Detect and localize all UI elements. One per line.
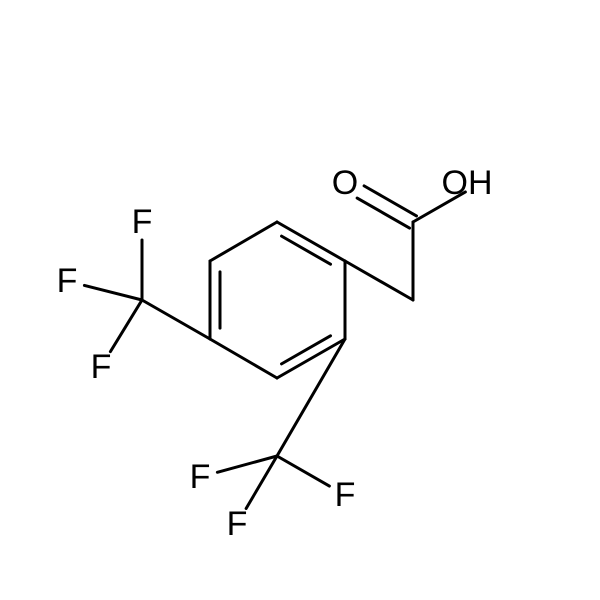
atom-label: OH bbox=[442, 164, 493, 202]
atom-label: F bbox=[91, 348, 112, 386]
molecule-diagram: OOHFFFFFF bbox=[0, 0, 600, 600]
atom-label: F bbox=[227, 505, 248, 543]
atom-label: F bbox=[335, 476, 356, 514]
atom-label: F bbox=[57, 262, 78, 300]
atom-label: F bbox=[132, 203, 153, 241]
atom-label: F bbox=[190, 458, 211, 496]
atom-label: O bbox=[332, 164, 358, 202]
